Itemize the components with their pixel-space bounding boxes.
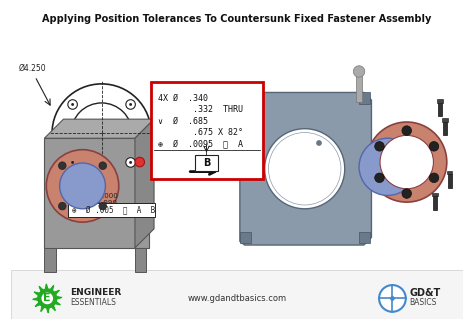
Circle shape — [402, 126, 411, 135]
Circle shape — [367, 122, 447, 202]
Circle shape — [71, 161, 74, 164]
Circle shape — [129, 103, 132, 106]
Text: BASICS: BASICS — [410, 298, 437, 307]
Bar — [443, 122, 447, 135]
Text: 4.990: 4.990 — [90, 200, 117, 206]
Circle shape — [71, 103, 74, 106]
Bar — [442, 118, 448, 122]
Text: .332  THRU: .332 THRU — [158, 105, 243, 114]
Bar — [135, 248, 146, 272]
FancyBboxPatch shape — [68, 203, 155, 217]
Circle shape — [402, 189, 411, 198]
Circle shape — [135, 157, 145, 167]
Bar — [195, 155, 218, 171]
Bar — [356, 73, 362, 102]
Circle shape — [353, 66, 365, 77]
Circle shape — [429, 142, 439, 151]
Circle shape — [58, 202, 66, 210]
FancyBboxPatch shape — [151, 82, 263, 179]
Polygon shape — [32, 283, 63, 314]
Circle shape — [380, 135, 433, 189]
Text: ⊕  Ø  .0095  Ⓜ  A: ⊕ Ø .0095 Ⓜ A — [158, 139, 243, 148]
Text: E: E — [44, 293, 51, 303]
Circle shape — [99, 162, 107, 169]
Bar — [240, 232, 251, 243]
Bar — [359, 232, 371, 243]
Circle shape — [60, 163, 105, 209]
Circle shape — [129, 161, 132, 164]
Polygon shape — [240, 93, 372, 245]
Bar — [359, 93, 371, 104]
Circle shape — [99, 202, 107, 210]
Bar — [240, 93, 251, 104]
Text: 4X Ø  .340: 4X Ø .340 — [158, 94, 208, 103]
Circle shape — [41, 292, 54, 305]
Circle shape — [375, 173, 384, 182]
Bar — [45, 138, 149, 248]
Text: Ø 5.000: Ø 5.000 — [90, 193, 118, 198]
Circle shape — [126, 158, 136, 167]
Text: ∨  Ø  .685: ∨ Ø .685 — [158, 116, 208, 126]
Polygon shape — [45, 119, 154, 138]
Bar — [447, 171, 453, 175]
Text: B: B — [203, 158, 210, 168]
Bar — [432, 193, 438, 197]
Circle shape — [379, 285, 406, 312]
Text: ESSENTIALS: ESSENTIALS — [70, 298, 116, 307]
Text: .675 X 82°: .675 X 82° — [158, 128, 243, 137]
Text: GD&T: GD&T — [410, 288, 441, 298]
Text: www.gdandtbasics.com: www.gdandtbasics.com — [187, 294, 287, 303]
Text: Applying Position Tolerances To Countersunk Fixed Fastener Assembly: Applying Position Tolerances To Counters… — [42, 14, 432, 24]
Circle shape — [429, 173, 439, 182]
Circle shape — [126, 100, 136, 109]
Circle shape — [316, 140, 322, 146]
Circle shape — [68, 158, 77, 167]
Bar — [11, 270, 463, 319]
Circle shape — [359, 138, 416, 196]
Circle shape — [46, 150, 119, 222]
Polygon shape — [135, 119, 154, 248]
Circle shape — [264, 129, 345, 209]
Text: Ø4.250: Ø4.250 — [19, 63, 47, 73]
Text: ENGINEER: ENGINEER — [70, 288, 121, 297]
Circle shape — [68, 100, 77, 109]
Bar — [437, 99, 443, 103]
Text: ⊕  Ø .005  Ⓜ  A  B: ⊕ Ø .005 Ⓜ A B — [72, 205, 155, 214]
Circle shape — [268, 132, 341, 205]
Circle shape — [52, 84, 151, 183]
Bar — [433, 197, 437, 210]
Circle shape — [71, 103, 132, 164]
Bar — [448, 175, 452, 188]
Circle shape — [390, 296, 395, 301]
Bar — [438, 103, 442, 116]
Circle shape — [375, 142, 384, 151]
Circle shape — [58, 162, 66, 169]
Bar — [45, 248, 56, 272]
